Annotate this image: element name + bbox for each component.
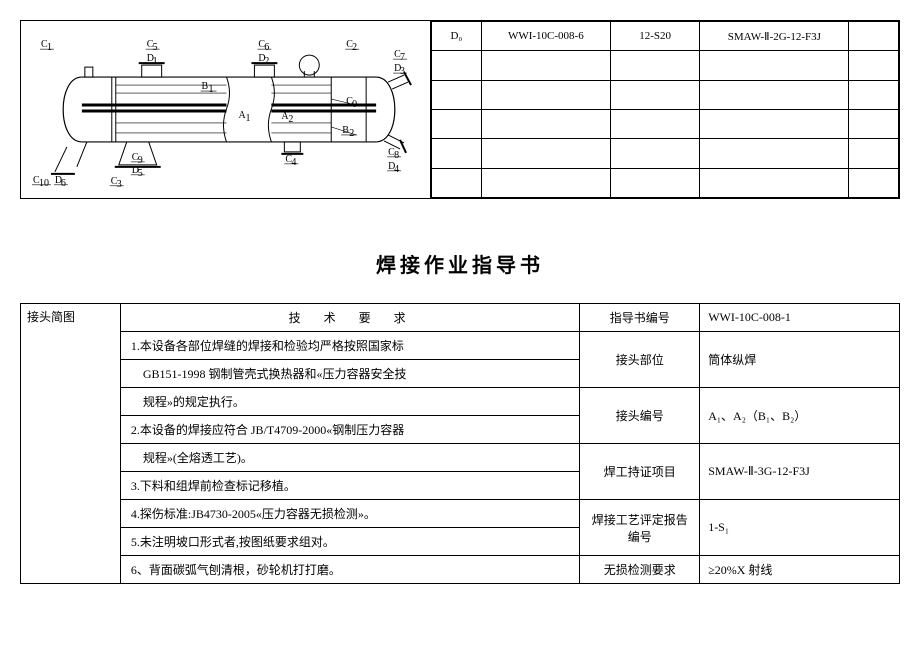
param-cell <box>432 168 482 197</box>
svg-text:1: 1 <box>245 113 250 124</box>
param-cell <box>481 80 610 109</box>
param-cell <box>700 139 849 168</box>
param-cell <box>849 139 899 168</box>
label-5: 无损检测要求 <box>580 556 700 584</box>
param-cell <box>610 80 699 109</box>
requirements-table: 接头简图 技 术 要 求 指导书编号 WWI-10C-008-1 1.本设备各部… <box>20 303 900 584</box>
param-cell: D₀ <box>432 22 482 51</box>
svg-text:6: 6 <box>61 178 66 189</box>
svg-text:6: 6 <box>264 42 269 53</box>
req-3: 2.本设备的焊接应符合 JB/T4709-2000«钢制压力容器 <box>120 416 579 444</box>
param-cell <box>481 139 610 168</box>
label-3: 焊工持证项目 <box>580 444 700 500</box>
req-5: 3.下料和组焊前检查标记移植。 <box>120 472 579 500</box>
value-3: SMAW-Ⅱ-3G-12-F3J <box>700 444 900 500</box>
param-cell: 12-S20 <box>610 22 699 51</box>
param-cell <box>610 168 699 197</box>
svg-text:1: 1 <box>209 84 214 95</box>
svg-text:4: 4 <box>291 157 296 168</box>
param-cell <box>432 80 482 109</box>
joint-diagram-header: 接头简图 <box>21 304 121 584</box>
svg-text:10: 10 <box>39 178 49 189</box>
svg-text:2: 2 <box>352 42 357 53</box>
value-2: A₁、A₂（B₁、B₂） <box>700 388 900 444</box>
svg-text:5: 5 <box>138 168 143 179</box>
svg-text:7: 7 <box>400 52 405 63</box>
param-cell <box>432 139 482 168</box>
svg-text:B: B <box>342 125 349 136</box>
value-0: WWI-10C-008-1 <box>700 304 900 332</box>
req-7: 5.未注明坡口形式者,按图纸要求组对。 <box>120 528 579 556</box>
param-cell <box>481 109 610 138</box>
req-8: 6、背面碳弧气刨清根，砂轮机打打磨。 <box>120 556 579 584</box>
param-cell: SMAW-Ⅱ-2G-12-F3J <box>700 22 849 51</box>
document-title: 焊接作业指导书 <box>20 249 900 278</box>
top-data-table: D₀WWI-10C-008-612-S20SMAW-Ⅱ-2G-12-F3J <box>431 21 899 198</box>
param-cell <box>481 51 610 80</box>
svg-text:2: 2 <box>349 128 354 139</box>
param-cell <box>432 109 482 138</box>
label-0: 指导书编号 <box>580 304 700 332</box>
param-cell <box>700 109 849 138</box>
req-1: GB151-1998 钢制管壳式换热器和«压力容器安全技 <box>120 360 579 388</box>
svg-text:4: 4 <box>394 164 399 175</box>
param-cell <box>700 80 849 109</box>
param-cell: WWI-10C-008-6 <box>481 22 610 51</box>
value-1: 筒体纵焊 <box>700 332 900 388</box>
value-5: ≥20%X 射线 <box>700 556 900 584</box>
param-cell <box>849 168 899 197</box>
param-cell <box>481 168 610 197</box>
svg-text:5: 5 <box>153 42 158 53</box>
svg-text:1: 1 <box>153 56 158 67</box>
svg-text:3: 3 <box>117 179 122 190</box>
svg-text:1: 1 <box>47 42 52 53</box>
param-cell <box>432 51 482 80</box>
vessel-diagram: C1C5D1C6D2C2C7D3B1C0A1A2B2C4C8D4C9D5C3C1… <box>21 21 431 198</box>
value-4: 1-S₁ <box>700 500 900 556</box>
svg-text:B: B <box>202 81 209 92</box>
svg-text:0: 0 <box>352 99 357 110</box>
svg-text:8: 8 <box>394 150 399 161</box>
svg-text:2: 2 <box>264 56 269 67</box>
param-cell <box>849 22 899 51</box>
svg-text:2: 2 <box>288 114 293 125</box>
param-cell <box>849 80 899 109</box>
param-cell <box>610 109 699 138</box>
vessel-svg: C1C5D1C6D2C2C7D3B1C0A1A2B2C4C8D4C9D5C3C1… <box>27 27 424 192</box>
param-cell <box>610 51 699 80</box>
req-0: 1.本设备各部位焊缝的焊接和检验均严格按照国家标 <box>120 332 579 360</box>
req-6: 4.探伤标准:JB4730-2005«压力容器无损检测»。 <box>120 500 579 528</box>
param-cell <box>700 51 849 80</box>
req-2: 规程»的规定执行。 <box>120 388 579 416</box>
param-cell <box>700 168 849 197</box>
req-4: 规程»(全熔透工艺)。 <box>120 444 579 472</box>
param-cell <box>610 139 699 168</box>
svg-text:3: 3 <box>400 66 405 77</box>
label-1: 接头部位 <box>580 332 700 388</box>
top-section: C1C5D1C6D2C2C7D3B1C0A1A2B2C4C8D4C9D5C3C1… <box>20 20 900 199</box>
label-2: 接头编号 <box>580 388 700 444</box>
param-cell <box>849 51 899 80</box>
label-4: 焊接工艺评定报告编号 <box>580 500 700 556</box>
tech-req-header: 技 术 要 求 <box>120 304 579 332</box>
param-cell <box>849 109 899 138</box>
parameter-table: D₀WWI-10C-008-612-S20SMAW-Ⅱ-2G-12-F3J <box>431 21 899 198</box>
